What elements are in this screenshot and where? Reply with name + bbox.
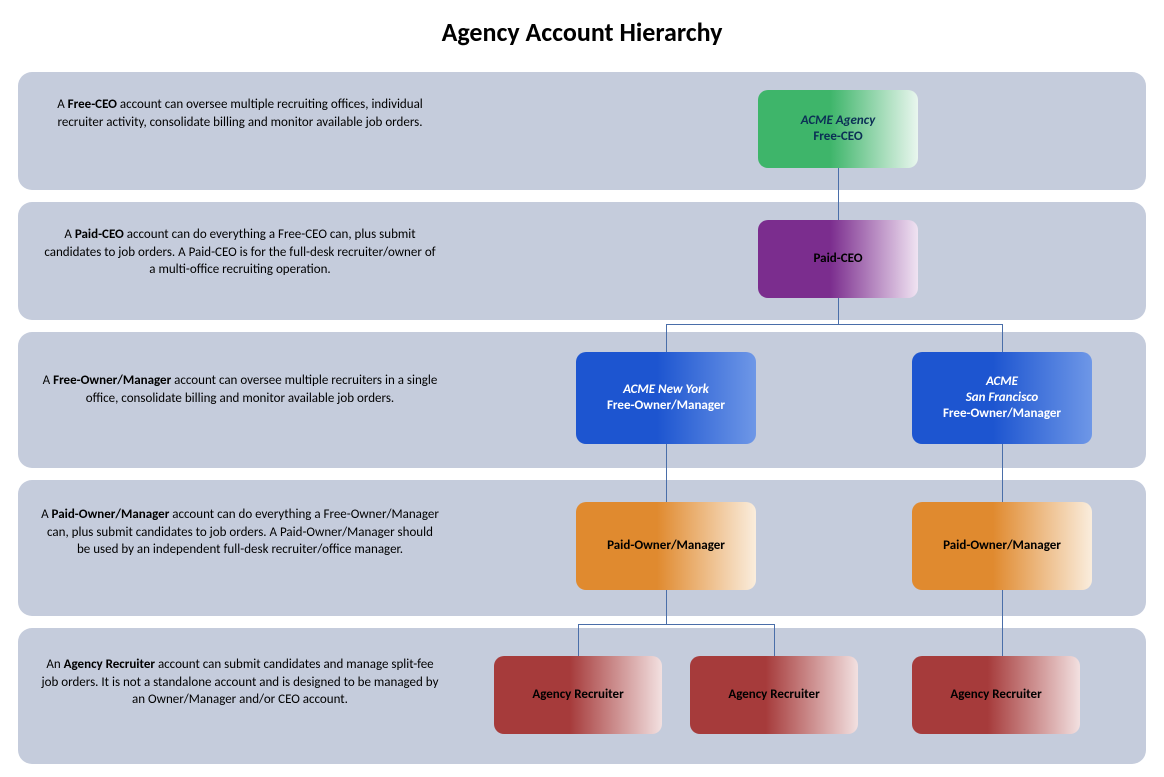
node-label: Agency Recruiter (950, 687, 1041, 703)
row-desc-paid-owner: A Paid-Owner/Manager account can do ever… (40, 506, 440, 559)
node-free-ceo: ACME AgencyFree-CEO (758, 90, 918, 168)
connector-drop (578, 624, 579, 656)
connector-vline (666, 590, 667, 624)
connector-vline (838, 168, 839, 220)
row-desc-free-ceo: A Free-CEO account can oversee multiple … (40, 96, 440, 131)
node-recruiter-2: Agency Recruiter (690, 656, 858, 734)
node-label: ACME (986, 374, 1018, 390)
node-recruiter-1: Agency Recruiter (494, 656, 662, 734)
node-label: ACME New York (623, 382, 709, 398)
connector-vline (838, 298, 839, 324)
node-recruiter-3: Agency Recruiter (912, 656, 1080, 734)
node-label: ACME Agency (801, 113, 875, 129)
node-label: Paid-CEO (813, 251, 862, 267)
connector-vline (1002, 590, 1003, 656)
node-label: Paid-Owner/Manager (943, 538, 1061, 554)
node-free-owner-sf: ACMESan FranciscoFree-Owner/Manager (912, 352, 1092, 444)
node-label: Free-Owner/Manager (943, 406, 1061, 422)
connector-vline (666, 444, 667, 502)
connector-hline (666, 324, 1002, 325)
connector-hline (578, 624, 774, 625)
node-label: Paid-Owner/Manager (607, 538, 725, 554)
node-label: San Francisco (966, 390, 1039, 406)
row-desc-agency-recruiter: An Agency Recruiter account can submit c… (40, 656, 440, 709)
connector-vline (1002, 444, 1003, 502)
connector-drop (666, 324, 667, 352)
page-title: Agency Account Hierarchy (0, 0, 1164, 58)
node-free-owner-ny: ACME New YorkFree-Owner/Manager (576, 352, 756, 444)
node-paid-owner-sf: Paid-Owner/Manager (912, 502, 1092, 590)
connector-drop (1002, 324, 1003, 352)
node-paid-owner-ny: Paid-Owner/Manager (576, 502, 756, 590)
connector-drop (774, 624, 775, 656)
node-label: Free-Owner/Manager (607, 398, 725, 414)
node-label: Agency Recruiter (532, 687, 623, 703)
node-label: Free-CEO (813, 129, 862, 145)
node-label: Agency Recruiter (728, 687, 819, 703)
row-desc-paid-ceo: A Paid-CEO account can do everything a F… (40, 226, 440, 279)
row-desc-free-owner: A Free-Owner/Manager account can oversee… (40, 372, 440, 407)
node-paid-ceo: Paid-CEO (758, 220, 918, 298)
